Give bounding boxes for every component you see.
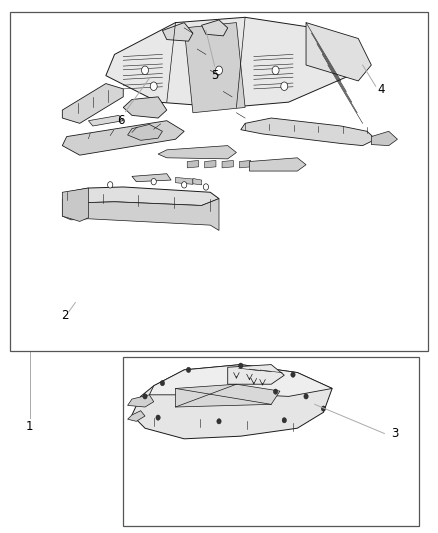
Polygon shape <box>187 160 198 168</box>
Polygon shape <box>250 158 306 171</box>
Polygon shape <box>127 411 145 421</box>
Polygon shape <box>222 160 233 168</box>
Polygon shape <box>371 131 397 146</box>
Polygon shape <box>176 384 280 407</box>
Text: 4: 4 <box>378 83 385 96</box>
Polygon shape <box>162 22 193 41</box>
Circle shape <box>151 179 156 185</box>
Circle shape <box>141 66 148 75</box>
Polygon shape <box>193 179 201 185</box>
Polygon shape <box>228 365 284 384</box>
Polygon shape <box>158 146 237 159</box>
Circle shape <box>108 182 113 188</box>
Polygon shape <box>127 395 154 407</box>
Polygon shape <box>106 17 358 108</box>
Polygon shape <box>62 188 88 221</box>
Polygon shape <box>149 365 332 397</box>
Polygon shape <box>88 115 123 126</box>
Polygon shape <box>241 118 376 146</box>
Circle shape <box>217 419 221 424</box>
Circle shape <box>272 66 279 75</box>
Circle shape <box>156 415 160 420</box>
Text: 5: 5 <box>211 69 218 82</box>
Circle shape <box>273 389 278 394</box>
Polygon shape <box>184 22 245 113</box>
Polygon shape <box>127 124 162 140</box>
Circle shape <box>203 184 208 190</box>
Circle shape <box>160 381 165 386</box>
Circle shape <box>281 82 288 91</box>
Circle shape <box>182 182 187 188</box>
Polygon shape <box>62 192 219 230</box>
Text: 6: 6 <box>117 114 125 127</box>
Bar <box>10 12 428 351</box>
Circle shape <box>150 82 157 91</box>
Polygon shape <box>240 160 251 168</box>
Text: 3: 3 <box>391 427 398 440</box>
Circle shape <box>291 372 295 377</box>
Polygon shape <box>62 187 219 206</box>
Circle shape <box>143 394 147 399</box>
Polygon shape <box>205 160 216 168</box>
Polygon shape <box>176 177 193 184</box>
Polygon shape <box>62 84 123 123</box>
Polygon shape <box>132 174 171 182</box>
Circle shape <box>282 418 286 423</box>
Circle shape <box>186 367 191 373</box>
Circle shape <box>304 394 308 399</box>
Polygon shape <box>62 120 184 155</box>
Bar <box>123 357 419 526</box>
Circle shape <box>239 363 243 368</box>
Circle shape <box>321 406 325 411</box>
Text: 1: 1 <box>26 420 33 433</box>
Text: 2: 2 <box>61 309 68 322</box>
Polygon shape <box>132 365 332 439</box>
Circle shape <box>215 66 223 75</box>
Polygon shape <box>123 97 167 118</box>
Polygon shape <box>201 20 228 36</box>
Polygon shape <box>306 22 371 81</box>
